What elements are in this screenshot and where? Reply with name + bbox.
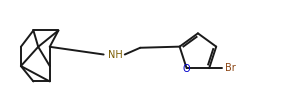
Text: O: O: [183, 64, 191, 74]
Text: Br: Br: [225, 63, 236, 73]
Text: NH: NH: [108, 49, 123, 60]
